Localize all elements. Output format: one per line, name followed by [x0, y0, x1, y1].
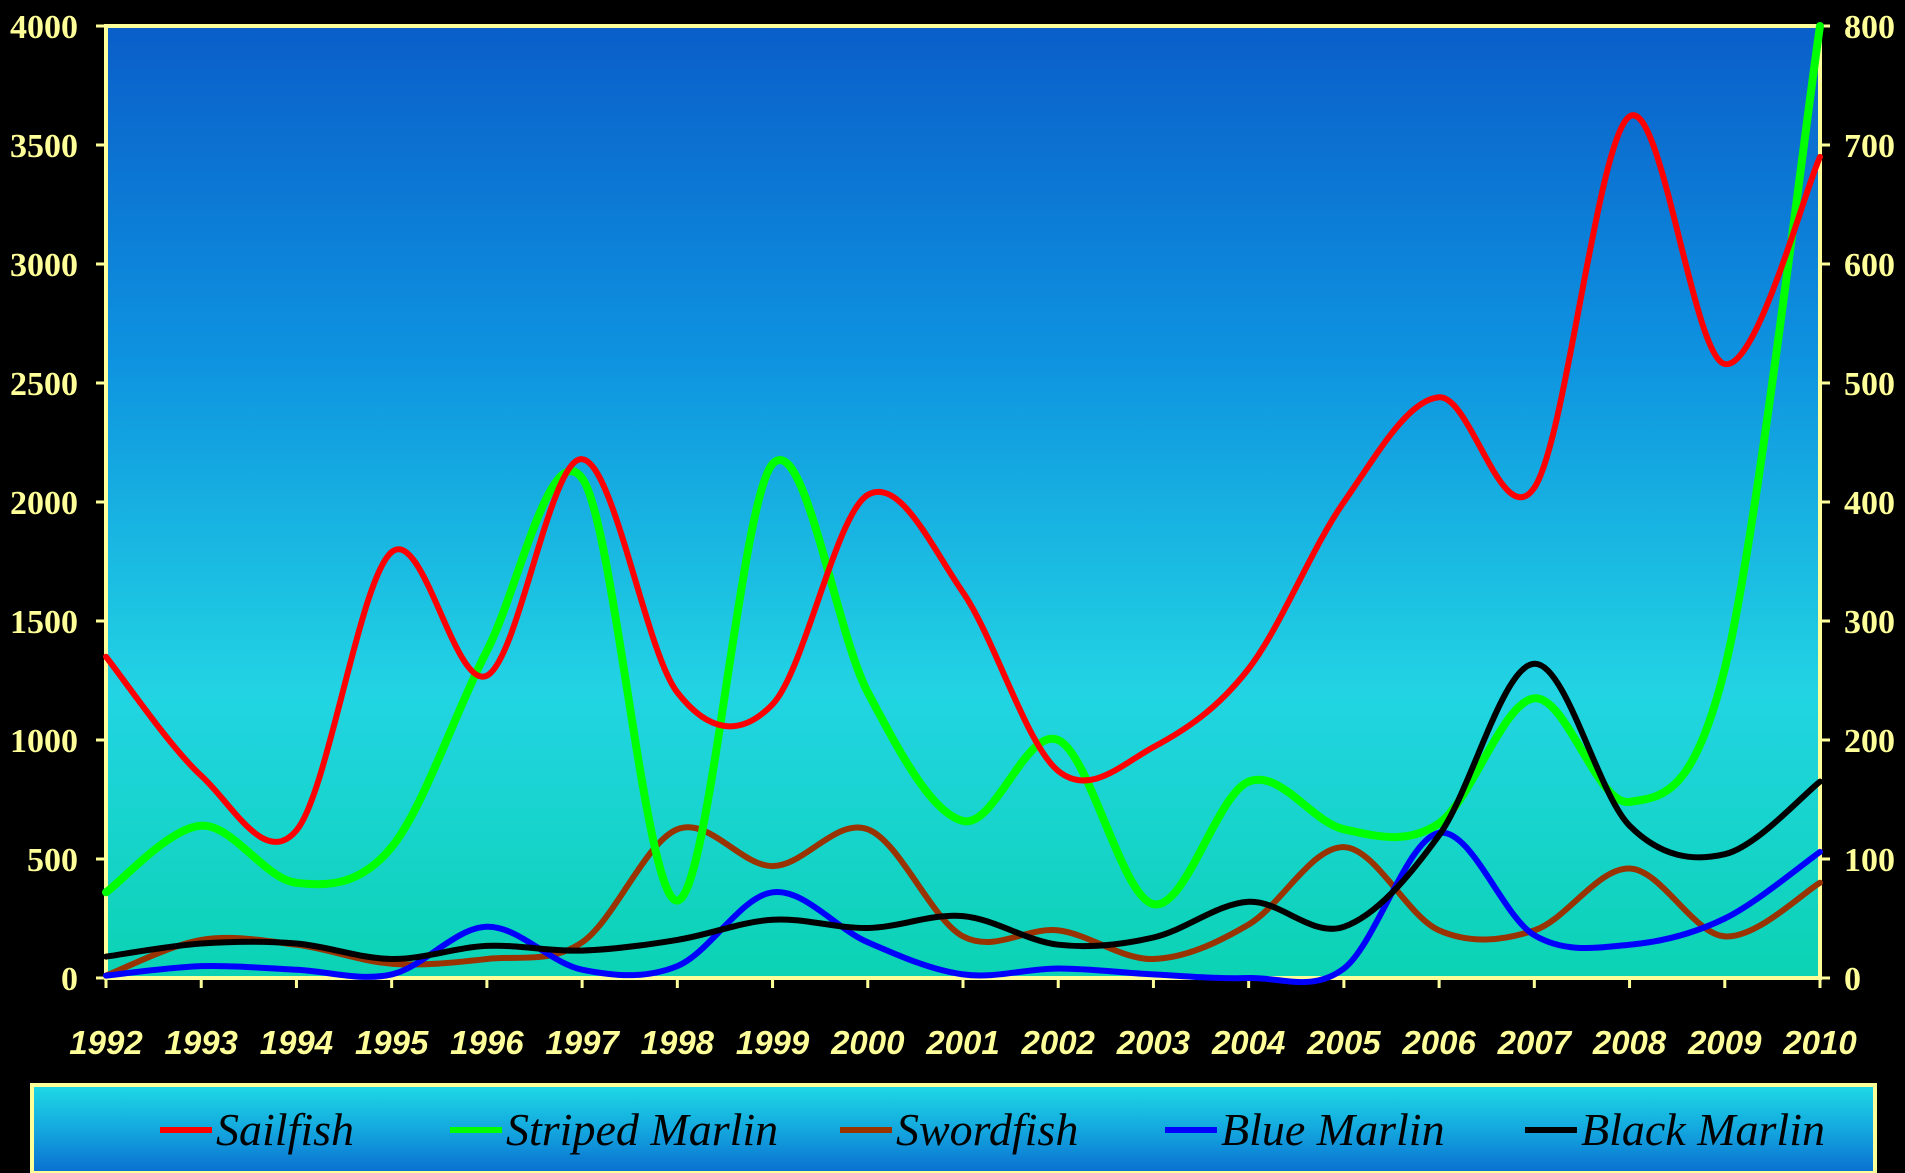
x-tick-label: 1994	[260, 1024, 333, 1061]
series-line-sailfish	[103, 112, 1823, 845]
series-line-blue-marlin	[103, 829, 1823, 986]
left-tick-label: 0	[61, 961, 78, 998]
legend-label-striped-marlin: Striped Marlin	[506, 1104, 778, 1155]
x-tick-label: 2004	[1211, 1024, 1285, 1061]
x-tick-label: 1992	[69, 1024, 143, 1061]
left-tick-label: 3000	[10, 247, 78, 284]
right-tick-label: 400	[1844, 485, 1895, 522]
x-tick-label: 2002	[1021, 1024, 1096, 1061]
legend-items: Sailfish Striped Marlin Swordfish Blue Marl…	[160, 1104, 1825, 1155]
x-tick-label: 1996	[450, 1024, 524, 1061]
right-tick-label: 500	[1844, 366, 1895, 403]
left-tick-label: 1000	[10, 723, 78, 760]
right-y-axis: 0 100 200 300 400 500 600 700 800	[1820, 9, 1895, 998]
x-tick-label: 2001	[925, 1024, 999, 1061]
x-tick-label: 1993	[165, 1024, 238, 1061]
legend-label-blue-marlin: Blue Marlin	[1221, 1104, 1445, 1155]
left-tick-label: 2500	[10, 366, 78, 403]
plot-area	[104, 24, 1822, 980]
left-tick-label: 500	[27, 842, 78, 879]
series-line-black-marlin	[103, 660, 1823, 963]
x-axis: 1992 1993 1994 1995 1996 1997 1998 1999 2000 2001…	[69, 978, 1857, 1061]
right-tick-label: 0	[1844, 961, 1861, 998]
left-tick-label: 4000	[10, 9, 78, 46]
x-tick-label: 1998	[641, 1024, 715, 1061]
left-y-axis: 0 500 1000 1500 2000 2500 3000 3500 4000	[10, 9, 106, 998]
right-tick-label: 700	[1844, 128, 1895, 165]
x-tick-label: 2005	[1306, 1024, 1381, 1061]
right-tick-label: 200	[1844, 723, 1895, 760]
x-tick-label: 1995	[355, 1024, 429, 1061]
x-tick-label: 2000	[830, 1024, 905, 1061]
x-tick-label: 1997	[545, 1024, 620, 1061]
legend-label-sailfish: Sailfish	[216, 1104, 354, 1155]
x-tick-label: 2008	[1592, 1024, 1667, 1061]
legend: Sailfish Striped Marlin Swordfish Blue Marl…	[30, 1083, 1877, 1173]
x-tick-label: 2006	[1401, 1024, 1476, 1061]
left-tick-label: 2000	[10, 485, 78, 522]
x-tick-label: 2010	[1782, 1024, 1857, 1061]
series-line-striped-marlin	[102, 22, 1824, 909]
legend-label-swordfish: Swordfish	[896, 1104, 1078, 1155]
left-tick-label: 3500	[10, 128, 78, 165]
left-tick-label: 1500	[10, 604, 78, 641]
right-tick-label: 300	[1844, 604, 1895, 641]
right-tick-label: 600	[1844, 247, 1895, 284]
right-tick-label: 800	[1844, 9, 1895, 46]
x-tick-label: 1999	[736, 1024, 810, 1061]
x-tick-label: 2003	[1116, 1024, 1190, 1061]
legend-label-black-marlin: Black Marlin	[1581, 1104, 1825, 1155]
x-tick-label: 2007	[1497, 1024, 1573, 1061]
series-layer	[102, 22, 1824, 986]
right-tick-label: 100	[1844, 842, 1895, 879]
x-tick-label: 2009	[1687, 1024, 1762, 1061]
